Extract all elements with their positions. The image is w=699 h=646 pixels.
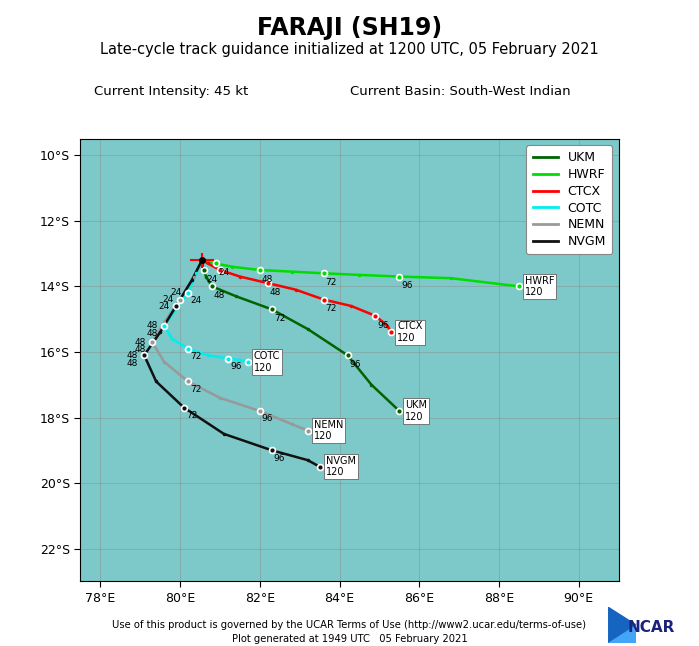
Text: 24: 24 [218, 268, 229, 277]
Text: 48: 48 [214, 291, 225, 300]
Text: 72: 72 [326, 278, 337, 287]
Text: 48: 48 [127, 351, 138, 360]
Text: 48: 48 [270, 288, 281, 297]
Text: 96: 96 [377, 321, 389, 330]
Text: FARAJI (SH19): FARAJI (SH19) [257, 16, 442, 40]
Text: 48: 48 [127, 359, 138, 368]
Text: 72: 72 [274, 314, 285, 323]
Text: Late-cycle track guidance initialized at 1200 UTC, 05 February 2021: Late-cycle track guidance initialized at… [100, 42, 599, 57]
Text: CTCX
120: CTCX 120 [397, 322, 423, 343]
Text: 96: 96 [350, 360, 361, 369]
Polygon shape [608, 607, 636, 643]
Text: HWRF
120: HWRF 120 [525, 276, 554, 297]
Text: 72: 72 [190, 385, 201, 393]
Text: NEMN
120: NEMN 120 [314, 420, 343, 441]
Text: 48: 48 [262, 275, 273, 284]
Text: UKM
120: UKM 120 [405, 400, 427, 422]
Text: 72: 72 [326, 304, 337, 313]
Text: 24: 24 [190, 297, 201, 305]
Text: 48: 48 [135, 346, 146, 355]
Text: Current Basin: South-West Indian: Current Basin: South-West Indian [350, 85, 570, 98]
Text: 96: 96 [230, 362, 241, 371]
Text: 96: 96 [274, 453, 285, 463]
Text: 72: 72 [190, 352, 201, 361]
Text: 48: 48 [147, 329, 158, 338]
Text: 24: 24 [159, 302, 170, 311]
Text: 72: 72 [186, 411, 197, 420]
Text: NCAR: NCAR [627, 620, 675, 636]
Text: Plot generated at 1949 UTC   05 February 2021: Plot generated at 1949 UTC 05 February 2… [231, 634, 468, 644]
Text: Use of this product is governed by the UCAR Terms of Use (http://www2.ucar.edu/t: Use of this product is governed by the U… [113, 620, 586, 630]
Text: 24: 24 [171, 289, 182, 297]
Text: NVGM
120: NVGM 120 [326, 456, 356, 477]
Text: 48: 48 [135, 338, 146, 347]
Text: 24: 24 [206, 275, 217, 284]
Text: Current Intensity: 45 kt: Current Intensity: 45 kt [94, 85, 249, 98]
Text: 24: 24 [163, 295, 174, 304]
Text: COTC
120: COTC 120 [254, 351, 280, 373]
Legend: UKM, HWRF, CTCX, COTC, NEMN, NVGM: UKM, HWRF, CTCX, COTC, NEMN, NVGM [526, 145, 612, 255]
Text: 96: 96 [401, 282, 413, 291]
Text: 48: 48 [147, 321, 158, 330]
Polygon shape [608, 625, 636, 643]
Text: 96: 96 [262, 414, 273, 423]
